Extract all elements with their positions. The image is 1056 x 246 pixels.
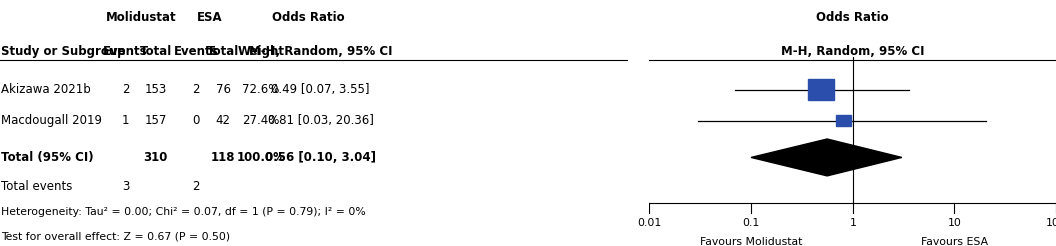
- Text: ESA: ESA: [196, 11, 222, 24]
- Text: 10: 10: [947, 218, 961, 228]
- Text: Heterogeneity: Tau² = 0.00; Chi² = 0.07, df = 1 (P = 0.79); I² = 0%: Heterogeneity: Tau² = 0.00; Chi² = 0.07,…: [1, 207, 366, 216]
- Polygon shape: [751, 139, 902, 176]
- Text: Favours Molidustat: Favours Molidustat: [700, 237, 803, 246]
- Text: 0.56 [0.10, 3.04]: 0.56 [0.10, 3.04]: [265, 151, 376, 164]
- Text: Molidustat: Molidustat: [106, 11, 176, 24]
- Text: 310: 310: [144, 151, 168, 164]
- Text: 157: 157: [145, 114, 167, 127]
- Text: Favours ESA: Favours ESA: [921, 237, 988, 246]
- Text: 0.49 [0.07, 3.55]: 0.49 [0.07, 3.55]: [271, 83, 370, 96]
- Text: 2: 2: [192, 181, 200, 193]
- Text: Total: Total: [207, 45, 239, 58]
- Text: 3: 3: [122, 181, 129, 193]
- Text: 100.0%: 100.0%: [237, 151, 285, 164]
- Text: M-H, Random, 95% CI: M-H, Random, 95% CI: [249, 45, 392, 58]
- Text: 0: 0: [192, 114, 200, 127]
- Text: 27.4%: 27.4%: [242, 114, 280, 127]
- Text: 76: 76: [215, 83, 230, 96]
- Text: M-H, Random, 95% CI: M-H, Random, 95% CI: [781, 45, 924, 58]
- Text: Events: Events: [174, 45, 219, 58]
- Bar: [808, 79, 834, 100]
- Text: 1: 1: [849, 218, 856, 228]
- Text: 0.01: 0.01: [638, 218, 661, 228]
- Text: 0.81 [0.03, 20.36]: 0.81 [0.03, 20.36]: [267, 114, 374, 127]
- Text: Akizawa 2021b: Akizawa 2021b: [1, 83, 91, 96]
- Text: Study or Subgroup: Study or Subgroup: [1, 45, 126, 58]
- Text: Macdougall 2019: Macdougall 2019: [1, 114, 102, 127]
- Text: 100: 100: [1045, 218, 1056, 228]
- Text: 153: 153: [145, 83, 167, 96]
- Text: Events: Events: [103, 45, 148, 58]
- Text: 2: 2: [121, 83, 130, 96]
- Text: Odds Ratio: Odds Ratio: [816, 11, 889, 24]
- Text: Odds Ratio: Odds Ratio: [271, 11, 344, 24]
- Text: Total (95% CI): Total (95% CI): [1, 151, 94, 164]
- Text: Total: Total: [139, 45, 172, 58]
- Text: 72.6%: 72.6%: [242, 83, 280, 96]
- Text: 2: 2: [192, 83, 200, 96]
- Text: Weight: Weight: [238, 45, 284, 58]
- Text: 0.1: 0.1: [742, 218, 759, 228]
- Text: Total events: Total events: [1, 181, 73, 193]
- Text: 1: 1: [121, 114, 130, 127]
- Text: 42: 42: [215, 114, 230, 127]
- Text: 118: 118: [211, 151, 235, 164]
- Text: Test for overall effect: Z = 0.67 (P = 0.50): Test for overall effect: Z = 0.67 (P = 0…: [1, 231, 230, 241]
- Bar: [836, 115, 850, 126]
